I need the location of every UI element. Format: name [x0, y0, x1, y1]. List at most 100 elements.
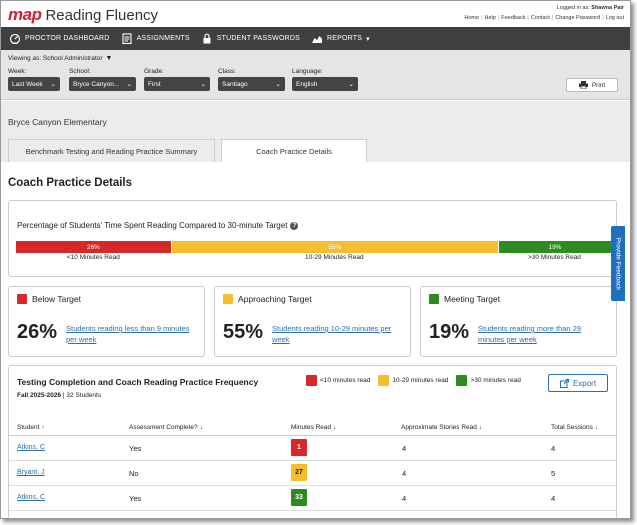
- column-minutes-read[interactable]: Minutes Read ↓: [291, 424, 336, 431]
- meeting-target-card: Meeting Target 19% Students reading more…: [420, 286, 617, 357]
- legend-label: 10-29 minutes read: [392, 377, 449, 384]
- link-separator: |: [602, 15, 604, 21]
- grade-select[interactable]: First ⌄: [144, 77, 210, 91]
- column-label: Approximate Stories Read: [401, 424, 477, 431]
- student-link[interactable]: Bryant, J: [17, 469, 45, 476]
- brand-logo-text: map: [8, 5, 42, 24]
- nav-proctor-dashboard[interactable]: Proctor Dashboard: [9, 33, 110, 44]
- below-target-link[interactable]: Students reading less than 9 minutes per…: [66, 324, 190, 344]
- change-password-link[interactable]: Change Password: [555, 15, 601, 21]
- table-row: Bryant, J No 27 4 5: [9, 461, 616, 486]
- contact-link[interactable]: Contact: [530, 15, 550, 21]
- tab-benchmark-summary[interactable]: Benchmark Testing and Reading Practice S…: [8, 139, 215, 162]
- column-stories-read[interactable]: Approximate Stories Read ↓: [401, 424, 482, 431]
- print-button[interactable]: Print: [566, 78, 618, 92]
- lock-icon: [203, 33, 211, 44]
- school-filter: School: Bryce Canyon... ⌄: [69, 68, 136, 91]
- total-sessions-cell: 4: [551, 494, 556, 503]
- stories-read-cell: 4: [402, 444, 407, 453]
- school-label: School:: [69, 68, 91, 75]
- school-select[interactable]: Bryce Canyon... ⌄: [69, 77, 136, 91]
- legend-item: <10 minutes read: [306, 375, 370, 386]
- help-icon[interactable]: ?: [290, 221, 299, 230]
- minutes-read-badge: 1: [291, 439, 307, 456]
- total-sessions-cell: 5: [551, 469, 556, 478]
- student-count: 32 Students: [66, 392, 102, 399]
- yellow-swatch: [378, 375, 390, 386]
- meeting-target-link[interactable]: Students reading more than 29 minutes pe…: [478, 324, 581, 344]
- column-total-sessions[interactable]: Total Sessions ↓: [551, 424, 598, 431]
- distribution-caption: 10-29 Minutes Read: [305, 254, 364, 261]
- printer-icon: [578, 81, 588, 89]
- yellow-swatch: [223, 294, 233, 304]
- legend-label: <10 minutes read: [320, 377, 371, 384]
- student-link[interactable]: Atkins, C: [17, 494, 46, 501]
- viewing-as-dropdown[interactable]: Viewing as: School Administrator ▼: [8, 55, 112, 62]
- help-link[interactable]: Help: [484, 15, 496, 21]
- nav-assignments[interactable]: Assignments: [121, 33, 190, 44]
- term-label: Fall 2025-2026: [17, 392, 62, 399]
- chevron-down-icon: ▼: [105, 55, 113, 62]
- distribution-caption: <10 Minutes Read: [66, 254, 120, 261]
- feedback-link[interactable]: Feedback: [501, 15, 526, 21]
- link-separator: |: [551, 15, 554, 21]
- home-link[interactable]: Home: [464, 15, 480, 21]
- logout-link[interactable]: Log out: [605, 15, 624, 21]
- grade-filter: Grade: First ⌄: [144, 68, 210, 91]
- distribution-bar: 26% 55% 19%: [16, 241, 611, 253]
- column-assessment-complete[interactable]: Assessment Complete? ↓: [129, 424, 203, 431]
- chevron-down-icon: ⌄: [50, 81, 56, 88]
- sort-icon: ↓: [199, 424, 203, 431]
- card-title: Meeting Target: [444, 294, 501, 304]
- nav-label: Assignments: [136, 35, 190, 42]
- nav-student-passwords[interactable]: Student Passwords: [201, 33, 300, 44]
- distribution-caption: >30 Minutes Read: [527, 254, 581, 261]
- class-select[interactable]: Santiago ⌄: [218, 77, 285, 91]
- green-swatch: [429, 294, 439, 304]
- top-header: map Reading Fluency Logged in as: Shawna…: [1, 1, 630, 27]
- chevron-down-icon: ⌄: [200, 81, 206, 88]
- chevron-down-icon: ⌄: [126, 81, 132, 88]
- column-student[interactable]: Student ↑: [17, 424, 45, 431]
- print-label: Print: [591, 81, 606, 89]
- sort-icon: ↓: [478, 424, 483, 431]
- school-value: Bryce Canyon...: [73, 80, 120, 88]
- table-title: Testing Completion and Coach Reading Pra…: [17, 377, 259, 387]
- student-link[interactable]: Atkins, C: [17, 444, 46, 451]
- tab-coach-practice-details[interactable]: Coach Practice Details: [221, 139, 367, 162]
- sort-icon: ↓: [594, 424, 599, 431]
- assessment-complete-cell: Yes: [129, 494, 142, 503]
- grade-label: Grade:: [144, 68, 164, 75]
- report-header: Bryce Canyon Elementary Benchmark Testin…: [1, 101, 630, 162]
- export-button[interactable]: Export: [548, 374, 608, 392]
- approaching-target-link[interactable]: Students reading 10-29 minutes per week: [272, 324, 392, 344]
- card-percent: 19%: [429, 321, 470, 343]
- time-distribution-card: Percentage of Students' Time Spent Readi…: [8, 200, 617, 277]
- practice-table-card: Testing Completion and Coach Reading Pra…: [8, 365, 617, 518]
- feedback-tab-label: Provide Feedback: [614, 237, 622, 290]
- chevron-down-icon: ▾: [366, 35, 370, 43]
- chevron-down-icon: ⌄: [275, 81, 281, 88]
- legend-label: >30 minutes read: [470, 377, 521, 384]
- column-label: Student: [17, 424, 40, 431]
- export-label: Export: [572, 378, 597, 388]
- nav-reports[interactable]: Reports ▾: [311, 33, 370, 44]
- sort-icon: ↑: [41, 424, 45, 431]
- provide-feedback-tab[interactable]: Provide Feedback: [611, 226, 625, 301]
- card-header: Below Target: [17, 294, 81, 304]
- export-icon: [559, 378, 569, 388]
- logo[interactable]: map Reading Fluency: [8, 5, 158, 25]
- minutes-read-badge: 33: [291, 489, 307, 506]
- week-value: Last Week: [12, 80, 43, 88]
- distribution-segment: 26%: [16, 241, 171, 253]
- below-target-card: Below Target 26% Students reading less t…: [8, 286, 205, 357]
- main-nav: Proctor Dashboard Assignments Student Pa…: [1, 27, 630, 50]
- grade-value: First: [148, 80, 161, 88]
- week-select[interactable]: Last Week ⌄: [8, 77, 60, 91]
- school-name: Bryce Canyon Elementary: [8, 117, 107, 127]
- week-filter: Week: Last Week ⌄: [8, 68, 60, 91]
- class-filter: Class: Santiago ⌄: [218, 68, 285, 91]
- legend-item: 10-29 minutes read: [378, 375, 448, 386]
- language-select[interactable]: English ⌄: [292, 77, 358, 91]
- card-header: Approaching Target: [223, 294, 312, 304]
